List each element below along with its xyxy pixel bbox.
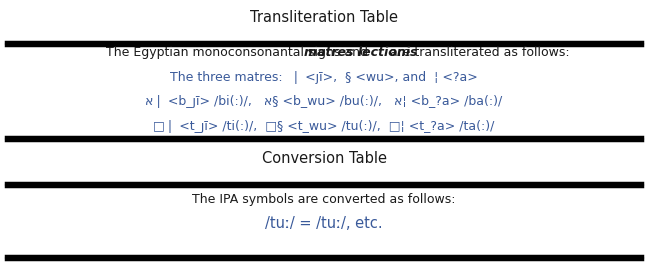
Text: matres lectionis: matres lectionis bbox=[304, 46, 417, 59]
Text: are transliterated as follows:: are transliterated as follows: bbox=[386, 46, 570, 59]
Text: /tuː/ = /tuː/, etc.: /tuː/ = /tuː/, etc. bbox=[265, 216, 383, 231]
Text: א❘ <b_ȷī> /bi(:)/,   א§ <b_wu> /bu(:)/,   א¦ <b_?a> /ba(:)/: א❘ <b_ȷī> /bi(:)/, א§ <b_wu> /bu(:)/, א¦… bbox=[145, 95, 503, 108]
Text: Conversion Table: Conversion Table bbox=[262, 151, 386, 166]
Text: □❘ <t_ȷī> /ti(:)/,  □§ <t_wu> /tu(:)/,  □¦ <t_?a> /ta(:)/: □❘ <t_ȷī> /ti(:)/, □§ <t_wu> /tu(:)/, □¦… bbox=[154, 120, 494, 133]
Text: The Egyptian monoconsonantal signs and: The Egyptian monoconsonantal signs and bbox=[106, 46, 373, 59]
Text: The three matres:  ❘ <ȷī>,  § <wu>, and  ¦ <?a>: The three matres: ❘ <ȷī>, § <wu>, and ¦ … bbox=[170, 71, 478, 84]
Text: The IPA symbols are converted as follows:: The IPA symbols are converted as follows… bbox=[192, 193, 456, 206]
Text: Transliteration Table: Transliteration Table bbox=[250, 10, 398, 25]
